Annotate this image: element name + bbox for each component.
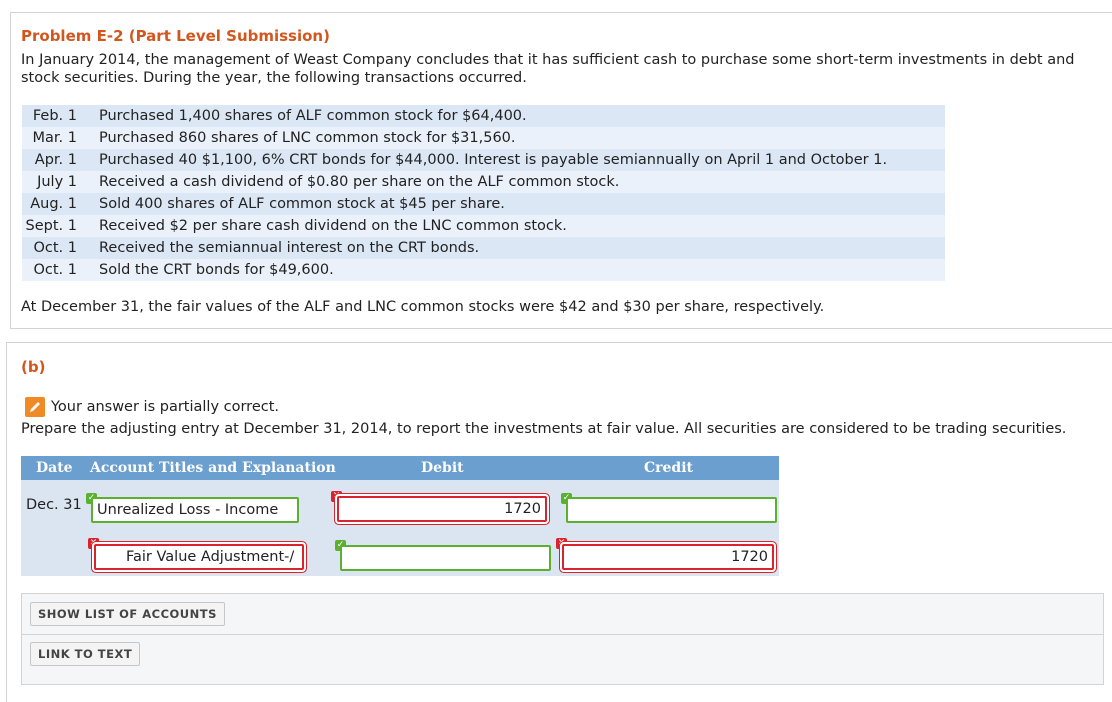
transaction-text: Sold 400 shares of ALF common stock at $… (99, 196, 505, 212)
transaction-text: Received the semiannual interest on the … (99, 240, 480, 256)
entry-date: Dec. 31 (26, 497, 82, 513)
transaction-text: Purchased 860 shares of LNC common stock… (99, 130, 516, 146)
show-list-of-accounts-button[interactable]: SHOW LIST OF ACCOUNTS (30, 602, 225, 626)
account-input[interactable]: Unrealized Loss - Income (91, 497, 299, 523)
part-label: (b) (21, 358, 46, 376)
status-text: Your answer is partially correct. (51, 399, 280, 415)
link-to-text-button[interactable]: LINK TO TEXT (30, 642, 141, 666)
journal-entry-table: Date Account Titles and Explanation Debi… (21, 456, 779, 576)
header-credit: Credit (644, 460, 693, 476)
credit-input[interactable]: 1720 (562, 544, 774, 570)
transaction-date: Apr. 1 (34, 152, 77, 168)
table-row: July 1 Received a cash dividend of $0.80… (22, 171, 945, 193)
table-row: Oct. 1 Sold the CRT bonds for $49,600. (22, 259, 945, 281)
transaction-date: Mar. 1 (32, 130, 77, 146)
instructions: Prepare the adjusting entry at December … (21, 421, 1067, 437)
transaction-date: Aug. 1 (30, 196, 77, 212)
header-date: Date (36, 460, 73, 476)
header-debit: Debit (421, 460, 464, 476)
pencil-icon (25, 397, 45, 417)
problem-title: Problem E-2 (Part Level Submission) (21, 27, 330, 45)
error-icon: ✕ (88, 538, 99, 549)
transaction-date: Feb. 1 (32, 108, 77, 124)
debit-input[interactable]: 1720 (337, 496, 547, 522)
table-row: Apr. 1 Purchased 40 $1,100, 6% CRT bonds… (22, 149, 945, 171)
header-account: Account Titles and Explanation (90, 460, 336, 476)
transaction-date: Oct. 1 (33, 262, 77, 278)
transaction-text: Sold the CRT bonds for $49,600. (99, 262, 334, 278)
transaction-text: Purchased 1,400 shares of ALF common sto… (99, 108, 527, 124)
table-row: Feb. 1 Purchased 1,400 shares of ALF com… (22, 105, 945, 127)
transactions-table: Feb. 1 Purchased 1,400 shares of ALF com… (22, 105, 945, 281)
transaction-date: Sept. 1 (25, 218, 77, 234)
problem-intro: In January 2014, the management of Weast… (21, 52, 1075, 86)
part-b-panel: (b) Your answer is partially correct. Pr… (6, 342, 1112, 702)
table-row: Oct. 1 Received the semiannual interest … (22, 237, 945, 259)
transaction-date: Oct. 1 (33, 240, 77, 256)
fair-value-note: At December 31, the fair values of the A… (21, 299, 825, 315)
error-icon: ✕ (331, 491, 342, 502)
table-row: Aug. 1 Sold 400 shares of ALF common sto… (22, 193, 945, 215)
error-icon: ✕ (556, 538, 567, 549)
account-input[interactable]: Fair Value Adjustment-/ (94, 544, 304, 570)
table-row: Sept. 1 Received $2 per share cash divid… (22, 215, 945, 237)
credit-input[interactable] (566, 497, 777, 523)
table-row: Mar. 1 Purchased 860 shares of LNC commo… (22, 127, 945, 149)
transaction-date: July 1 (37, 174, 77, 190)
transaction-text: Purchased 40 $1,100, 6% CRT bonds for $4… (99, 152, 888, 168)
answer-status: Your answer is partially correct. (25, 397, 279, 417)
debit-input[interactable] (340, 545, 551, 571)
transaction-text: Received $2 per share cash dividend on t… (99, 218, 567, 234)
button-area: SHOW LIST OF ACCOUNTS LINK TO TEXT (21, 593, 1104, 685)
table-header: Date Account Titles and Explanation Debi… (21, 456, 779, 480)
divider (22, 634, 1103, 635)
transaction-text: Received a cash dividend of $0.80 per sh… (99, 174, 620, 190)
problem-panel: Problem E-2 (Part Level Submission) In J… (10, 12, 1112, 329)
